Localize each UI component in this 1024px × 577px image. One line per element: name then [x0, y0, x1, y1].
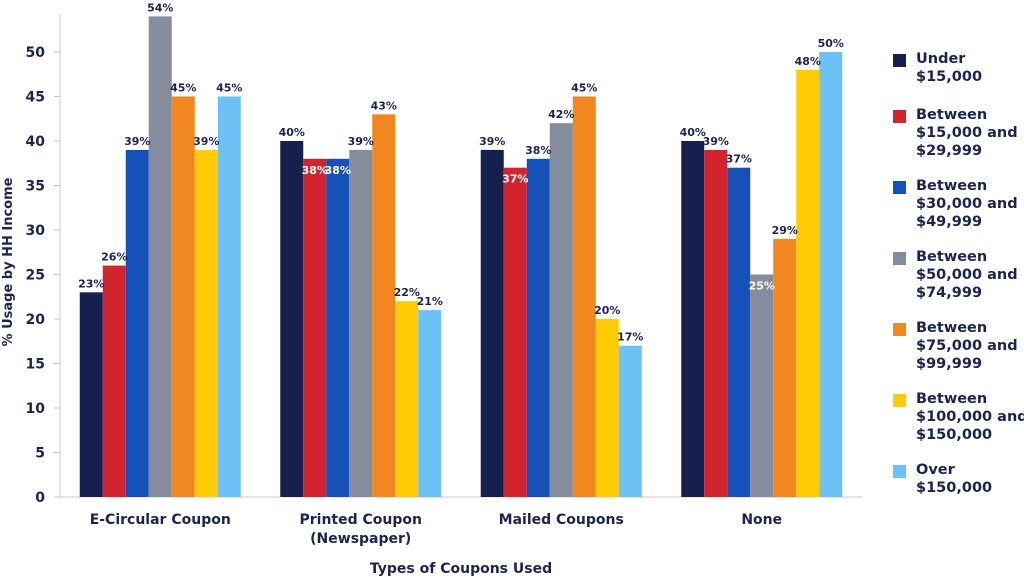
- legend-item: Under $15,000: [893, 50, 1024, 86]
- bar: [572, 96, 596, 497]
- y-tick-label: 0: [35, 490, 45, 506]
- bar: [303, 158, 327, 498]
- bar: [171, 96, 195, 497]
- bar: [326, 158, 350, 498]
- bar: [819, 52, 843, 497]
- bar-value-label: 17%: [617, 331, 643, 344]
- legend-item: Between $75,000 and $99,999: [893, 319, 1024, 373]
- bar-value-label: 38%: [325, 164, 351, 177]
- bar-value-label: 38%: [525, 144, 551, 157]
- bar-value-label: 39%: [193, 135, 219, 148]
- bar-value-label: 25%: [749, 280, 775, 293]
- bar-value-label: 45%: [216, 82, 242, 95]
- y-tick-label: 30: [26, 223, 46, 239]
- bar: [480, 149, 504, 497]
- bar-value-label: 39%: [124, 135, 150, 148]
- bar-value-label: 50%: [818, 37, 844, 50]
- bar: [773, 238, 797, 497]
- bar: [280, 141, 304, 497]
- bar: [526, 158, 550, 498]
- y-tick-label: 25: [26, 268, 45, 284]
- bar: [349, 149, 373, 497]
- bar: [503, 167, 527, 497]
- legend-item: Between $50,000 and $74,999: [893, 248, 1024, 302]
- legend-swatch: [893, 54, 906, 67]
- bar-value-label: 29%: [772, 224, 798, 237]
- legend-label: Over $150,000: [916, 462, 993, 496]
- bar-value-label: 38%: [302, 164, 328, 177]
- bar-value-label: 22%: [394, 286, 420, 299]
- y-tick-label: 15: [26, 357, 45, 373]
- y-tick-label: 45: [26, 90, 45, 106]
- bar-value-label: 39%: [703, 135, 729, 148]
- y-tick-label: 40: [26, 134, 46, 150]
- bar-value-label: 37%: [502, 173, 528, 186]
- bar-value-label: 26%: [101, 251, 127, 264]
- x-axis-title: Types of Coupons Used: [370, 561, 552, 577]
- x-tick-label: None: [741, 512, 782, 528]
- y-tick-label: 35: [26, 179, 45, 195]
- legend-label: Under $15,000: [916, 51, 983, 85]
- bar: [796, 69, 820, 498]
- bar-value-label: 39%: [479, 135, 505, 148]
- bar: [194, 149, 218, 497]
- x-tick-label: Printed Coupon (Newspaper): [300, 512, 422, 547]
- legend: Under $15,000 Between $15,000 and $29,999…: [893, 50, 1024, 517]
- bar-value-label: 43%: [371, 99, 397, 112]
- bar-value-label: 40%: [680, 126, 706, 139]
- bar: [102, 265, 126, 497]
- legend-item: Between $100,000 and $150,000: [893, 390, 1024, 444]
- x-tick-label: Mailed Coupons: [499, 512, 624, 528]
- bar: [750, 274, 774, 497]
- bar: [217, 96, 241, 497]
- bar: [79, 292, 103, 497]
- legend-label: Between $50,000 and $74,999: [916, 249, 1018, 301]
- bar: [704, 149, 728, 497]
- y-axis-title: % Usage by HH Income: [1, 177, 16, 346]
- bar: [549, 123, 573, 497]
- legend-item: Over $150,000: [893, 461, 1024, 497]
- bar: [148, 16, 172, 498]
- bar-value-label: 48%: [795, 55, 821, 68]
- bar-value-label: 39%: [348, 135, 374, 148]
- legend-label: Between $75,000 and $99,999: [916, 320, 1018, 372]
- legend-swatch: [893, 465, 906, 478]
- y-axis-title-group: % Usage by HH Income: [1, 177, 16, 346]
- y-tick-label: 10: [26, 401, 46, 417]
- bar: [418, 310, 442, 497]
- y-tick-label: 50: [26, 45, 46, 61]
- bar: [125, 149, 149, 497]
- bar-value-label: 21%: [417, 295, 443, 308]
- bar-value-label: 20%: [594, 304, 620, 317]
- bar: [395, 301, 419, 497]
- legend-swatch: [893, 394, 906, 407]
- bar: [681, 141, 705, 497]
- y-tick-label: 5: [35, 446, 45, 462]
- bar: [372, 114, 396, 498]
- bar-value-label: 45%: [170, 82, 196, 95]
- bar-value-label: 37%: [726, 153, 752, 166]
- legend-label: Between $30,000 and $49,999: [916, 178, 1018, 230]
- legend-swatch: [893, 252, 906, 265]
- bar-value-label: 42%: [548, 108, 574, 121]
- legend-item: Between $15,000 and $29,999: [893, 106, 1024, 160]
- legend-label: Between $15,000 and $29,999: [916, 107, 1018, 159]
- legend-swatch: [893, 110, 906, 123]
- legend-swatch: [893, 323, 906, 336]
- legend-label: Between $100,000 and $150,000: [916, 391, 1024, 443]
- bar-value-label: 54%: [147, 1, 173, 14]
- bar-value-label: 40%: [279, 126, 305, 139]
- y-tick-label: 20: [26, 312, 46, 328]
- bar: [595, 319, 619, 497]
- bar-value-label: 45%: [571, 82, 597, 95]
- legend-swatch: [893, 181, 906, 194]
- bar: [727, 167, 751, 497]
- bar-value-label: 23%: [78, 277, 104, 290]
- legend-item: Between $30,000 and $49,999: [893, 177, 1024, 231]
- x-tick-label: E-Circular Coupon: [90, 512, 231, 528]
- bar: [618, 345, 642, 497]
